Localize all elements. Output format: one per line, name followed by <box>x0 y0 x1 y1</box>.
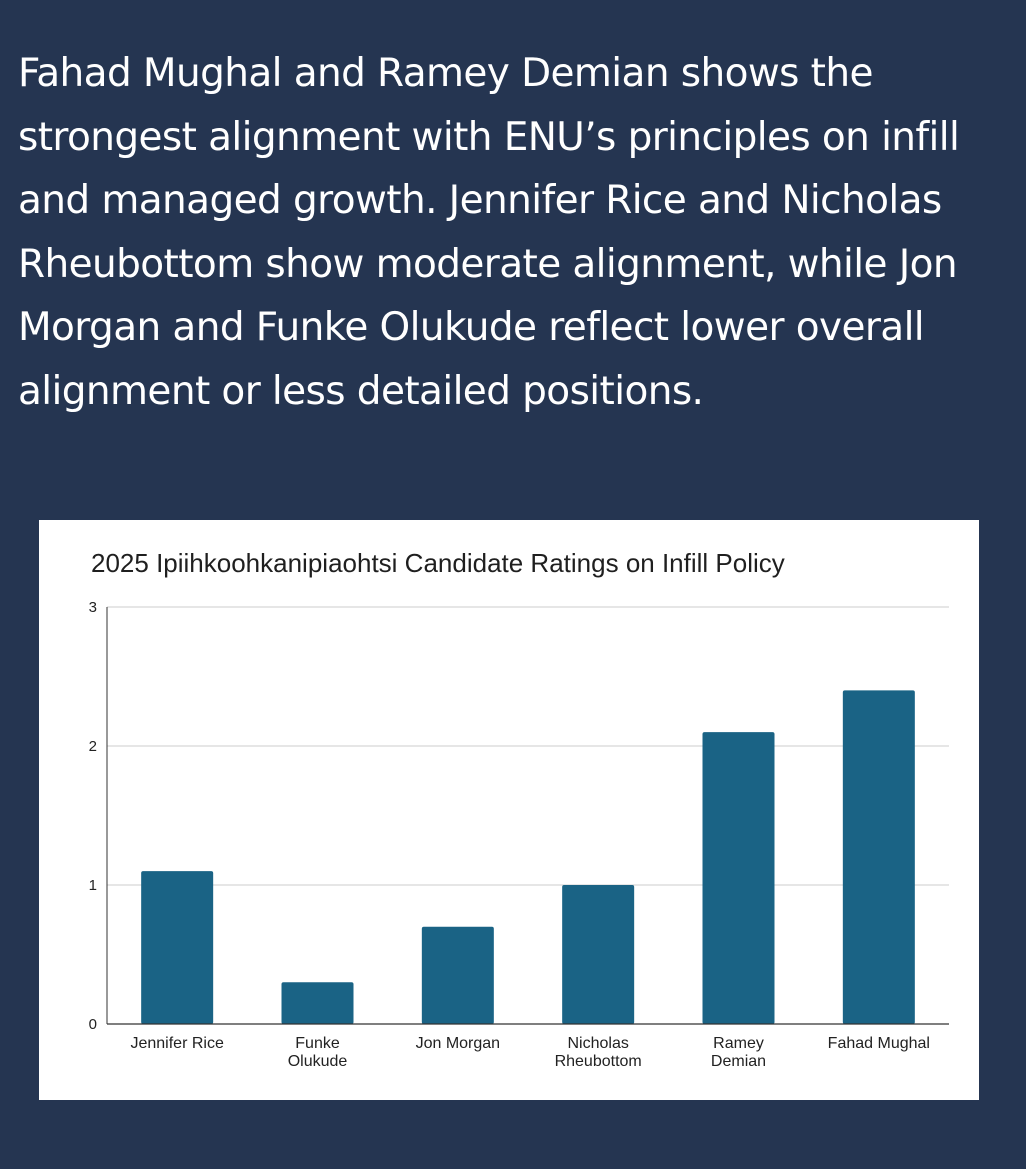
x-category-label-line: Demian <box>711 1053 766 1070</box>
y-tick-label: 0 <box>89 1016 97 1033</box>
bar <box>842 690 915 1024</box>
bar <box>702 732 775 1024</box>
bar <box>281 982 354 1024</box>
x-category-label-line: Jennifer Rice <box>130 1035 223 1052</box>
x-category-label: Ramey Demian <box>711 1035 766 1070</box>
x-category-label: Jennifer Rice <box>130 1035 223 1052</box>
x-category-label: Fahad Mughal <box>828 1035 930 1052</box>
post-text: Fahad Mughal and Ramey Demian shows the … <box>18 51 960 414</box>
x-category-label-line: Rheubottom <box>555 1053 642 1070</box>
x-category-label: Nicholas Rheubottom <box>555 1035 642 1070</box>
gridlines <box>107 606 949 886</box>
x-category-label-line: Funke <box>295 1035 340 1052</box>
y-tick-label: 3 <box>89 599 97 616</box>
chart-title: 2025 Ipiihkoohkanipiaohtsi Candidate Rat… <box>91 548 785 578</box>
bar <box>421 926 494 1024</box>
x-category-label-line: Jon Morgan <box>416 1035 501 1052</box>
bar-chart: 2025 Ipiihkoohkanipiaohtsi Candidate Rat… <box>89 548 949 1070</box>
x-category-label-line: Nicholas <box>567 1035 628 1052</box>
x-category-label-line: Fahad Mughal <box>828 1035 930 1052</box>
y-tick-label: 1 <box>89 877 97 894</box>
bar <box>141 871 214 1024</box>
y-tick-label: 2 <box>89 738 97 755</box>
x-category-label: Jon Morgan <box>416 1035 501 1052</box>
bar <box>562 885 635 1024</box>
axes <box>106 607 949 1025</box>
x-category-label: Funke Olukude <box>288 1035 348 1070</box>
axis-labels: 0 1 2 3 Jennifer Rice Funke Olukude Jon Morgan N… <box>89 599 930 1070</box>
chart-card: 2025 Ipiihkoohkanipiaohtsi Candidate Rat… <box>39 520 979 1100</box>
x-category-label-line: Ramey <box>713 1035 764 1052</box>
x-category-label-line: Olukude <box>288 1053 348 1070</box>
bars <box>141 690 915 1024</box>
